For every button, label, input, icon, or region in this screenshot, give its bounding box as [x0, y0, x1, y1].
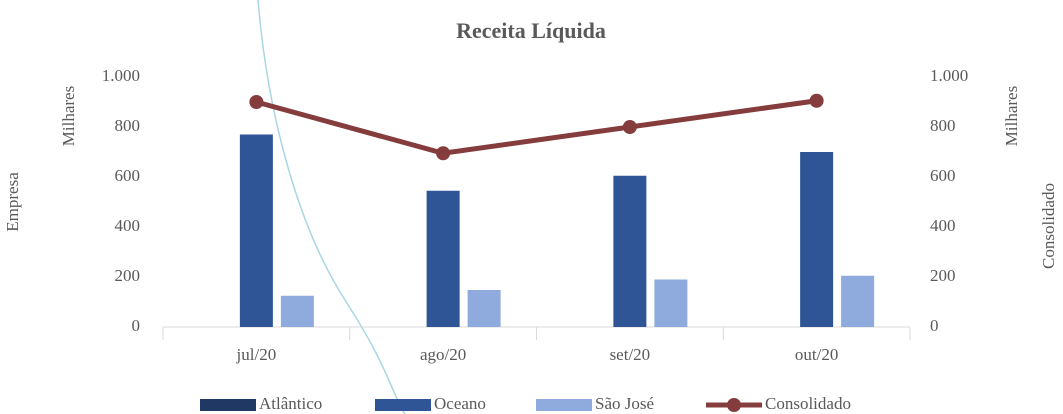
- x-tick-label: set/20: [610, 345, 651, 364]
- connector-curve: [257, 0, 406, 414]
- bar: [239, 134, 273, 327]
- y2-tick-label: 600: [930, 166, 956, 185]
- y2-tick-label: 0: [930, 316, 939, 335]
- legend-swatch: [536, 399, 592, 411]
- bar: [280, 295, 314, 327]
- legend-label: Consolidado: [765, 394, 851, 413]
- y-tick-label: 200: [115, 266, 141, 285]
- x-tick-label: jul/20: [236, 345, 277, 364]
- legend-swatch: [727, 398, 741, 412]
- line-marker: [436, 146, 451, 161]
- y-tick-label: 1.000: [102, 66, 140, 85]
- y2-tick-label: 800: [930, 116, 956, 135]
- bar: [467, 290, 501, 327]
- legend-label: Atlântico: [259, 394, 322, 413]
- y2-tick-label: 200: [930, 266, 956, 285]
- line: [255, 98, 817, 156]
- y2-tick-label: 1.000: [930, 66, 968, 85]
- x-tick-label: out/20: [795, 345, 838, 364]
- bar: [654, 279, 688, 327]
- y-tick-label: 600: [115, 166, 141, 185]
- legend-label: Oceano: [434, 394, 486, 413]
- y-tick-label: 0: [132, 316, 141, 335]
- y-tick-label: 800: [115, 116, 141, 135]
- bar: [800, 152, 834, 327]
- bar: [426, 190, 460, 327]
- y2-units-label: Milhares: [1002, 86, 1021, 146]
- chart-title: Receita Líquida: [456, 18, 606, 43]
- y-axis-label: Empresa: [3, 172, 22, 232]
- y-tick-label: 400: [115, 216, 141, 235]
- line-marker: [622, 120, 637, 134]
- bar: [613, 175, 647, 327]
- line-marker: [809, 93, 824, 108]
- line-marker: [249, 95, 264, 109]
- y2-tick-label: 400: [930, 216, 956, 235]
- y-units-label: Milhares: [59, 86, 78, 146]
- legend-label: São José: [595, 394, 654, 413]
- bar: [841, 275, 875, 327]
- y2-axis-label: Consolidado: [1039, 183, 1058, 269]
- legend-swatch: [375, 399, 431, 411]
- x-tick-label: ago/20: [420, 345, 466, 364]
- legend-swatch: [200, 399, 256, 411]
